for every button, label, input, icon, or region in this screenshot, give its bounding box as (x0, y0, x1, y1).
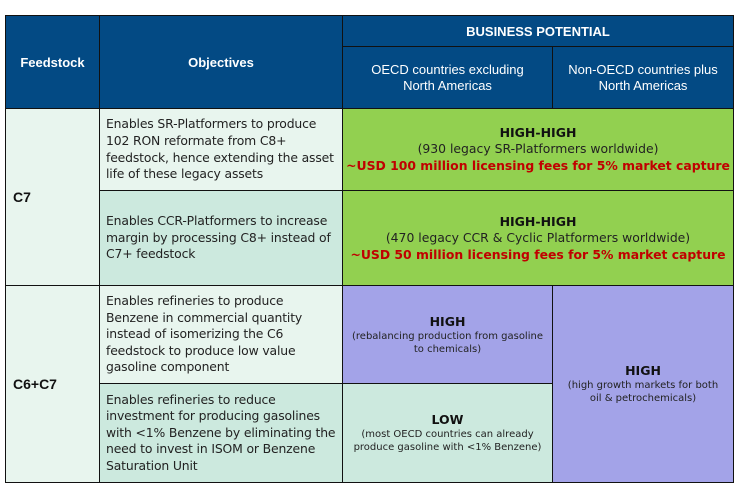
objective-text: Enables refineries to produce Benzene in… (106, 293, 303, 375)
header-objectives: Objectives (99, 15, 343, 109)
potential-description-line1: (high growth markets for both (567, 380, 719, 391)
objective-row: Enables refineries to reduce investment … (99, 383, 343, 483)
header-business-potential-label: BUSINESS POTENTIAL (466, 23, 610, 39)
objective-text: Enables SR-Platformers to produce 102 RO… (106, 116, 334, 182)
potential-level: HIGH (625, 363, 661, 378)
header-oecd-line1: OECD countries excluding (371, 61, 524, 77)
feedstock-c6-c7: C6+C7 (5, 285, 100, 483)
potential-cell: HIGH-HIGH (470 legacy CCR & Cyclic Platf… (342, 190, 734, 286)
objective-text: Enables CCR-Platformers to increase marg… (106, 213, 331, 262)
header-non-oecd-line2: North Americas (598, 77, 688, 93)
feedstock-c6-c7-label: C6+C7 (13, 376, 57, 392)
non-oecd-potential-cell: HIGH (high growth markets for both oil &… (552, 285, 734, 483)
header-feedstock: Feedstock (5, 15, 100, 109)
objective-row: Enables SR-Platformers to produce 102 RO… (99, 108, 343, 191)
feedstock-c7: C7 (5, 108, 100, 286)
potential-fee: ~USD 100 million licensing fees for 5% m… (346, 158, 730, 173)
feedstock-c7-label: C7 (13, 189, 31, 205)
header-non-oecd-line1: Non-OECD countries plus (568, 61, 718, 77)
potential-level: HIGH (429, 313, 466, 329)
objective-text: Enables refineries to reduce investment … (106, 391, 336, 473)
header-oecd: OECD countries excluding North Americas (342, 46, 553, 109)
potential-cell: HIGH-HIGH (930 legacy SR-Platformers wor… (342, 108, 734, 191)
header-non-oecd: Non-OECD countries plus North Americas (552, 46, 734, 109)
objective-row: Enables refineries to produce Benzene in… (99, 285, 343, 384)
potential-description-line2: oil & petrochemicals) (589, 393, 697, 404)
potential-description-line1: (rebalancing production from gasoline (352, 330, 543, 342)
oecd-potential-cell: LOW (most OECD countries can already pro… (342, 383, 553, 483)
potential-description-line2: to chemicals) (413, 343, 482, 355)
potential-level: HIGH-HIGH (499, 125, 577, 140)
potential-description-line2: produce gasoline with <1% Benzene) (353, 442, 542, 453)
header-feedstock-label: Feedstock (20, 54, 85, 70)
potential-description-line1: (most OECD countries can already (361, 429, 534, 440)
header-oecd-line2: North Americas (403, 77, 492, 93)
header-objectives-label: Objectives (188, 54, 254, 70)
potential-level: HIGH-HIGH (499, 213, 577, 229)
potential-level: LOW (431, 412, 464, 427)
header-business-potential: BUSINESS POTENTIAL (342, 15, 734, 47)
potential-fee: ~USD 50 million licensing fees for 5% ma… (350, 246, 726, 262)
potential-description: (930 legacy SR-Platformers worldwide) (417, 141, 659, 156)
business-potential-table: Feedstock Objectives BUSINESS POTENTIAL … (5, 15, 734, 483)
objective-row: Enables CCR-Platformers to increase marg… (99, 190, 343, 286)
oecd-potential-cell: HIGH (rebalancing production from gasoli… (342, 285, 553, 384)
potential-description: (470 legacy CCR & Cyclic Platformers wor… (385, 229, 691, 245)
